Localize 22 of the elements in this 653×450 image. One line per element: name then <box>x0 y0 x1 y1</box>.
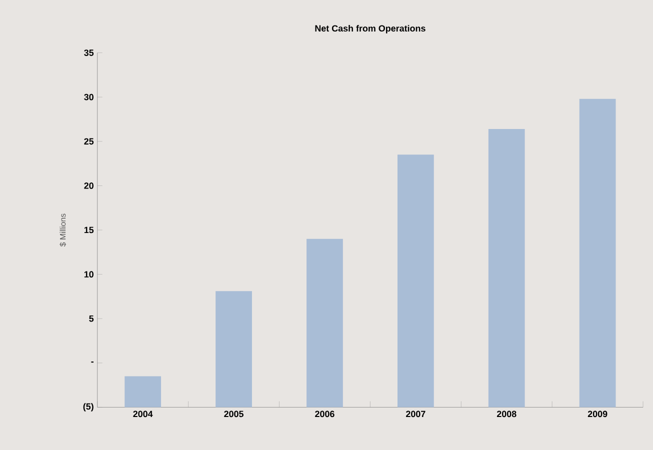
x-tick-label: 2009 <box>588 410 608 418</box>
bar <box>488 128 525 408</box>
y-tick-label: 15 <box>84 226 94 234</box>
chart-title: Net Cash from Operations <box>315 24 426 34</box>
bar <box>397 154 434 408</box>
bar <box>306 238 343 408</box>
x-tick-label: 2004 <box>133 410 153 418</box>
x-tick-label: 2006 <box>315 410 334 418</box>
y-tick-label: 10 <box>84 271 94 278</box>
bar <box>579 98 616 408</box>
y-tick-label: 35 <box>84 50 94 56</box>
y-tick-label: 20 <box>84 182 94 189</box>
y-tick-label: 5 <box>89 315 94 322</box>
x-tick-label: 2005 <box>224 410 244 418</box>
y-tick-label: - <box>91 361 94 363</box>
bar <box>216 291 252 408</box>
y-tick-label: (5) <box>83 403 94 412</box>
x-tick-label: 2007 <box>406 410 426 418</box>
bar <box>124 376 162 408</box>
y-tick-label: 30 <box>84 94 94 100</box>
y-tick-label: 25 <box>84 138 94 145</box>
x-tick-label: 2008 <box>496 410 516 418</box>
